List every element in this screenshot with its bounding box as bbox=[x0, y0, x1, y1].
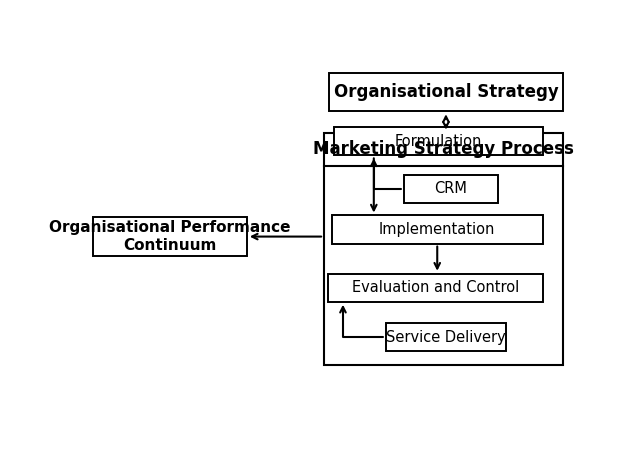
Bar bbox=[92, 217, 247, 256]
Text: Organisational Strategy: Organisational Strategy bbox=[334, 83, 559, 101]
Bar bbox=[328, 273, 543, 302]
Bar bbox=[386, 323, 506, 351]
Text: Service Delivery: Service Delivery bbox=[386, 330, 506, 344]
Bar bbox=[324, 132, 563, 365]
Bar bbox=[334, 127, 543, 155]
Bar bbox=[331, 215, 543, 244]
Text: Implementation: Implementation bbox=[379, 222, 496, 237]
Text: Marketing Strategy Process: Marketing Strategy Process bbox=[313, 140, 574, 158]
Bar bbox=[404, 175, 498, 203]
Text: Evaluation and Control: Evaluation and Control bbox=[352, 280, 519, 295]
Text: Formulation: Formulation bbox=[395, 134, 482, 149]
Text: CRM: CRM bbox=[435, 181, 467, 196]
Text: Organisational Performance
Continuum: Organisational Performance Continuum bbox=[49, 220, 291, 253]
Bar bbox=[329, 73, 563, 111]
